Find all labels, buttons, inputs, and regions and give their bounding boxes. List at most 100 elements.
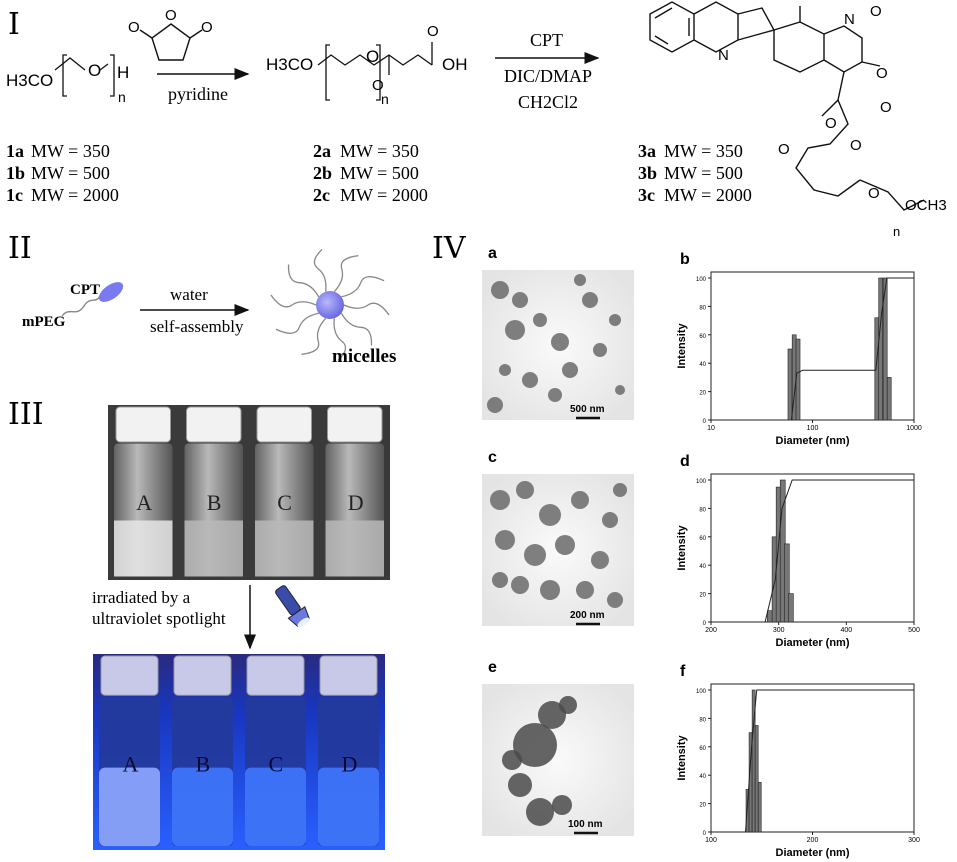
label-micelles: micelles [332,346,396,367]
dls-chart-d: d 0 20 40 60 80 100 200 300 400 500 Intensity Diamet… [676,453,920,649]
tem-image-c: c 200 nm [482,449,634,626]
nanoparticle [524,544,546,566]
micelle-chain [333,255,359,293]
svg-text:O: O [870,3,882,20]
svg-text:O: O [201,19,213,36]
micelle-chain [340,312,373,346]
y-axis-label: Intensity [676,323,688,369]
distribution-bar [878,277,884,421]
nanoparticle [526,798,554,826]
cmpd3-mw-a: MW = 350 [664,141,743,161]
y-tick-label: 0 [703,621,707,627]
y-tick-label: 20 [699,593,706,599]
distribution-bar [787,348,793,421]
cmpd2-label-a: 2a [313,141,331,161]
nanoparticle [609,314,621,326]
tem-scale-bar: 500 nm [570,404,605,415]
y-tick-label: 40 [699,564,706,570]
micelle-chain [287,264,320,298]
vial-label: B [207,490,222,515]
micelle-chain [313,249,327,292]
svg-text:O: O [880,99,892,116]
distribution-bar [754,725,759,833]
cmpd3-label-b: 3b [638,163,657,183]
vial-a: A [114,406,173,577]
distribution-bar [886,377,892,421]
nanoparticle [548,388,562,402]
y-tick-label: 60 [699,536,706,542]
plot-frame [710,683,915,833]
label-mpeg: mPEG [22,314,66,330]
y-tick-label: 0 [703,419,707,425]
cmpd1-mw-c: MW = 2000 [31,185,119,205]
svg-text:n: n [893,224,900,239]
nanoparticle [555,535,575,555]
tem-letter: a [488,245,497,262]
svg-text:O: O [850,137,862,154]
y-tick-label: 100 [696,689,707,695]
vial-label: D [348,490,364,515]
nanoparticle [591,551,609,569]
vial-d: D [318,655,379,847]
nanoparticle [562,362,578,378]
y-tick-label: 80 [699,717,706,723]
dls-chart-f: f 0 20 40 60 80 100 100 200 300 Intensity Diameter … [676,663,920,859]
micelle-chain [333,318,347,361]
y-tick-label: 100 [696,479,707,485]
micelle-chain [301,317,327,355]
cmpd1-label-b: 1b [6,163,25,183]
panel-label-IV: IV [432,231,467,266]
x-tick-label: 300 [908,837,920,844]
vials-photo-daylight: A B C D [108,405,390,580]
cmpd3-mw-c: MW = 2000 [664,185,752,205]
reagent-solvent: CH2Cl2 [518,92,578,112]
vial-label: A [123,752,139,777]
y-tick-label: 40 [699,774,706,780]
micelle-chain [341,276,385,298]
label-cpt: CPT [70,282,100,298]
cmpd1-label-c: 1c [6,185,23,205]
y-tick-label: 20 [699,803,706,809]
vial-label: A [136,490,152,515]
chart-letter: b [680,251,690,268]
cmpd3-label-a: 3a [638,141,656,161]
tem-scale-bar: 100 nm [568,819,603,830]
svg-text:O: O [366,47,379,66]
subscript-n: n [118,89,126,105]
cmpd2-label-c: 2c [313,185,330,205]
cmpd1-label-a: 1a [6,141,24,161]
tem-letter: c [488,449,497,466]
svg-text:O: O [778,141,790,158]
cumulative-curve [745,689,914,833]
compound-1-structure: H3CO O H n [6,54,129,105]
nanoparticle [576,581,594,599]
nanoparticle [511,576,529,594]
vial-label: C [269,752,284,777]
nanoparticle [574,274,586,286]
nanoparticle [508,773,532,797]
x-tick-label: 500 [908,627,920,634]
vial-c: C [245,655,306,847]
distribution-bar [795,338,801,421]
vials-photo-uv: A B C D [93,654,385,850]
nanoparticle [607,592,623,608]
compound-3-structure [649,1,925,211]
nanoparticle [495,530,515,550]
svg-text:O: O [868,185,880,202]
x-tick-label: 400 [840,627,852,634]
y-tick-label: 80 [699,305,706,311]
x-axis-label: Diameter (nm) [776,637,850,649]
svg-text:O: O [128,19,140,36]
distribution-bar [788,593,794,623]
cmpd2-mw-a: MW = 350 [340,141,419,161]
distribution-bar [767,610,773,623]
y-axis-label: Intensity [676,735,688,781]
nanoparticle [559,696,577,714]
y-tick-label: 60 [699,334,706,340]
nanoparticle [512,292,528,308]
distribution-bar [757,781,762,833]
dls-chart-b: b 0 20 40 60 80 100 10 100 1000 Intensity Diameter … [676,251,922,447]
x-tick-label: 100 [807,425,819,432]
vial-a: A [99,655,160,847]
